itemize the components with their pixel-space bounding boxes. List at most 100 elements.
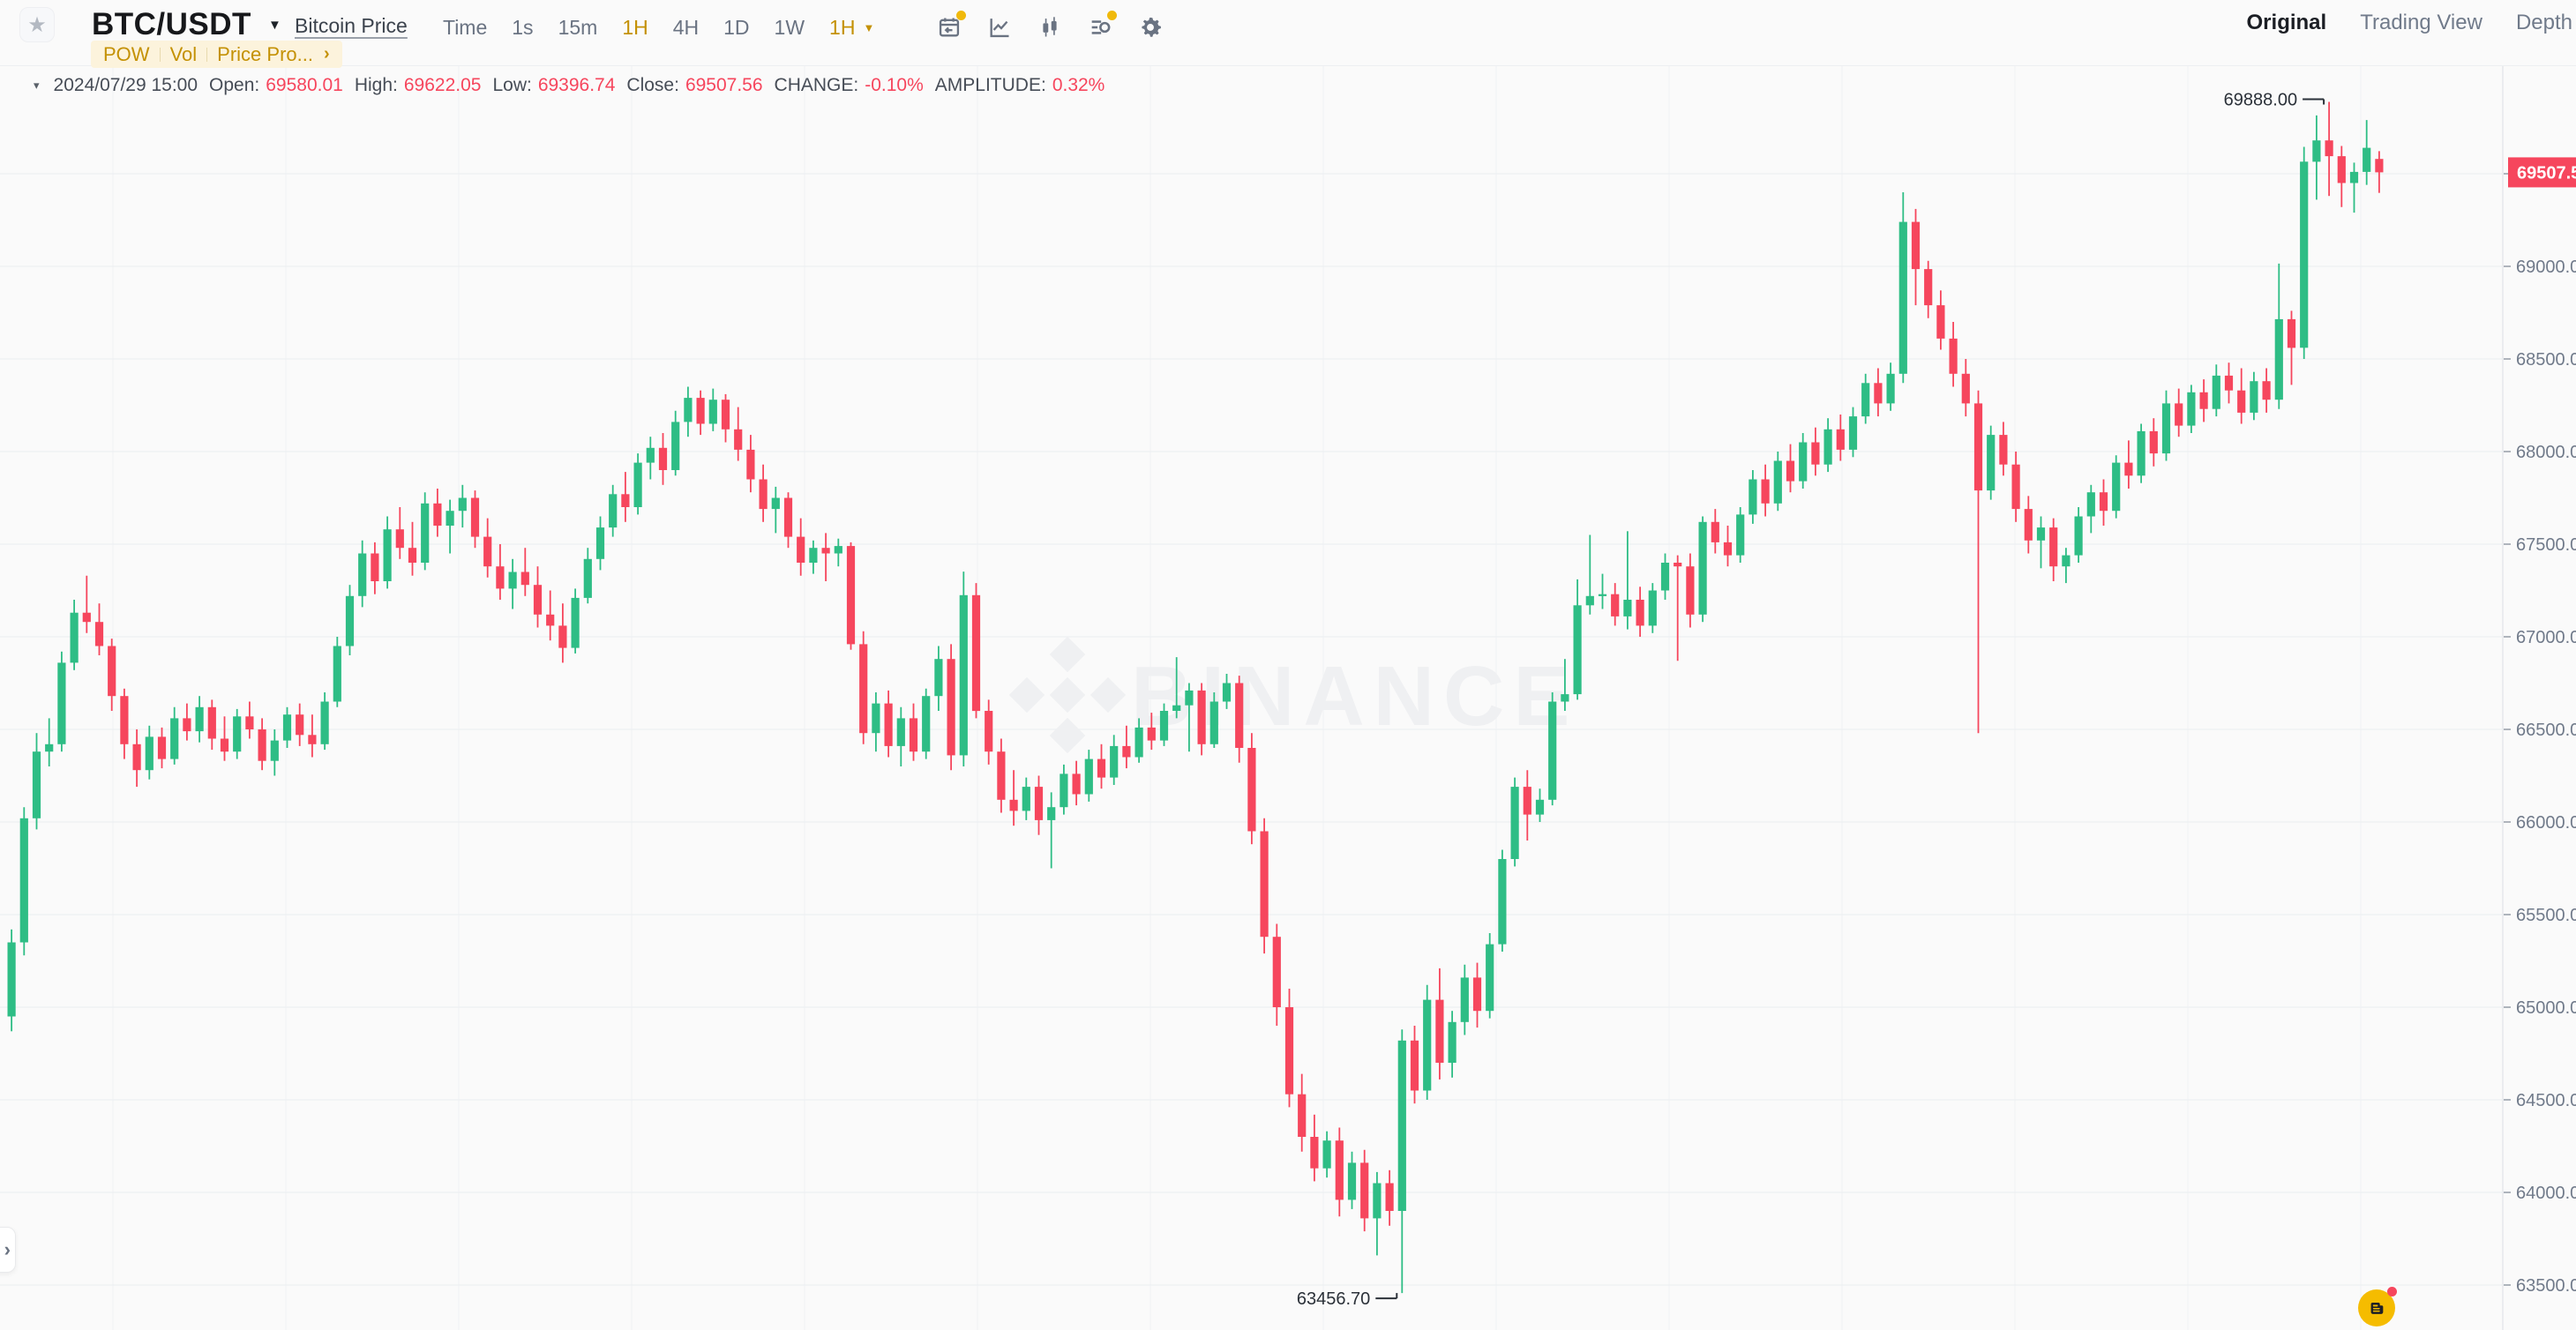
candle: [2325, 140, 2333, 157]
chip-expand-arrow[interactable]: ›: [323, 44, 330, 64]
candle: [45, 743, 54, 752]
candles-icon[interactable]: [1037, 15, 1062, 40]
candle: [1961, 373, 1970, 404]
candle: [1209, 701, 1218, 744]
candles-layer[interactable]: [7, 101, 2384, 1294]
ohlc-info-bar: ▾ 2024/07/29 15:00 Open: 69580.01 High: …: [0, 72, 2576, 99]
candle: [2036, 527, 2046, 541]
chevron-right-icon: ›: [4, 1238, 11, 1260]
candle: [1924, 269, 1933, 306]
notification-dot: [1107, 11, 1117, 20]
symbol-title[interactable]: BTC/USDT: [92, 7, 251, 41]
candle: [233, 716, 242, 752]
interval-selector-value: 1H: [829, 15, 856, 39]
candle: [2300, 161, 2309, 348]
candle: [696, 398, 705, 424]
y-tick-label: 69000.00: [2516, 258, 2576, 277]
high-label: High:: [354, 75, 398, 95]
svg-text:63456.70: 63456.70: [1297, 1289, 1370, 1309]
svg-text:69507.56: 69507.56: [2517, 163, 2576, 183]
y-tick-label: 64000.00: [2516, 1184, 2576, 1203]
candle: [1936, 305, 1945, 339]
collapse-caret-icon[interactable]: ▾: [34, 78, 40, 92]
interval-selector[interactable]: 1H ▼: [829, 16, 874, 40]
news-fab-button[interactable]: [2358, 1287, 2397, 1326]
candle: [2363, 147, 2371, 172]
candle: [1874, 383, 1883, 404]
indicator-chip[interactable]: POW Vol Price Pro... ›: [91, 41, 342, 68]
calendar-icon[interactable]: [937, 11, 966, 40]
candle: [708, 400, 717, 424]
candle: [1335, 1140, 1344, 1200]
y-tick-label: 68000.00: [2516, 443, 2576, 462]
y-tick-label: 64500.00: [2516, 1091, 2576, 1110]
expand-panel-handle[interactable]: ›: [0, 1227, 16, 1273]
candle: [1836, 429, 1845, 450]
candle: [395, 529, 404, 549]
low-value: 69396.74: [537, 75, 616, 95]
symbol-caret-icon[interactable]: ▼: [268, 18, 281, 33]
candle: [170, 718, 179, 759]
candle: [959, 594, 968, 756]
candle: [2237, 390, 2246, 413]
gear-icon[interactable]: [1138, 15, 1163, 40]
candle: [658, 447, 668, 470]
notification-dot: [2387, 1287, 2397, 1296]
interval-1w[interactable]: 1W: [774, 15, 805, 39]
interval-1d[interactable]: 1D: [723, 15, 750, 39]
chip-item-vol[interactable]: Vol: [169, 42, 198, 65]
candle-datetime: 2024/07/29 15:00: [53, 75, 198, 95]
favorite-star-button[interactable]: ★: [19, 7, 55, 42]
change-label: CHANGE:: [774, 75, 859, 95]
last-price-tag: 69507.56: [2508, 157, 2576, 188]
candle: [2137, 430, 2145, 476]
candle: [446, 511, 454, 526]
chart-tools: [937, 11, 1163, 40]
candle: [2375, 159, 2384, 173]
candle: [671, 422, 680, 470]
chip-item-pricepro[interactable]: Price Pro...: [217, 42, 313, 65]
candle: [2024, 509, 2033, 541]
candle: [70, 612, 79, 663]
candle: [258, 729, 266, 761]
candle: [433, 503, 442, 526]
open-label: Open:: [209, 75, 260, 95]
tab-trading-view[interactable]: Trading View: [2360, 11, 2482, 34]
notification-dot: [956, 11, 966, 20]
y-tick-label: 65500.00: [2516, 906, 2576, 925]
candle: [2187, 392, 2196, 426]
candle: [1310, 1137, 1319, 1169]
candle: [1749, 479, 1757, 515]
y-tick-label: 66500.00: [2516, 721, 2576, 740]
candle: [282, 714, 292, 741]
tab-original[interactable]: Original: [2246, 11, 2327, 34]
interval-1s[interactable]: 1s: [512, 15, 534, 39]
chip-item-pow[interactable]: POW: [103, 42, 150, 65]
candle: [1222, 683, 1232, 702]
interval-1h[interactable]: 1H: [622, 15, 648, 39]
candle: [1999, 435, 2008, 465]
candle: [145, 736, 154, 771]
candle: [1373, 1183, 1382, 1219]
line-chart-icon[interactable]: [987, 15, 1012, 40]
interval-time[interactable]: Time: [443, 15, 488, 39]
candle: [458, 497, 467, 512]
price-axis[interactable]: 69500.0069000.0068500.0068000.0067500.00…: [2502, 66, 2576, 1330]
candle: [872, 703, 880, 734]
candle: [846, 546, 856, 645]
candle: [1886, 373, 1895, 404]
candle: [1611, 594, 1620, 616]
candle: [971, 594, 981, 712]
candle: [19, 818, 28, 943]
candle: [207, 706, 216, 739]
candle: [1185, 690, 1194, 706]
tab-depth[interactable]: Depth: [2515, 11, 2572, 34]
candle: [1298, 1094, 1307, 1137]
high-annotation: 69888.00: [2224, 91, 2325, 110]
interval-15m[interactable]: 15m: [558, 15, 598, 39]
indicator-list-icon[interactable]: [1088, 11, 1117, 40]
bitcoin-price-link[interactable]: Bitcoin Price: [295, 14, 408, 37]
candle: [1460, 977, 1469, 1022]
interval-4h[interactable]: 4H: [672, 15, 700, 39]
